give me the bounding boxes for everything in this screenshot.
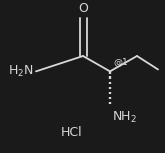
Text: @1: @1 <box>113 58 128 67</box>
Text: HCl: HCl <box>61 126 83 139</box>
Text: O: O <box>78 2 88 15</box>
Text: H$_2$N: H$_2$N <box>8 64 34 79</box>
Text: NH$_2$: NH$_2$ <box>112 110 137 125</box>
